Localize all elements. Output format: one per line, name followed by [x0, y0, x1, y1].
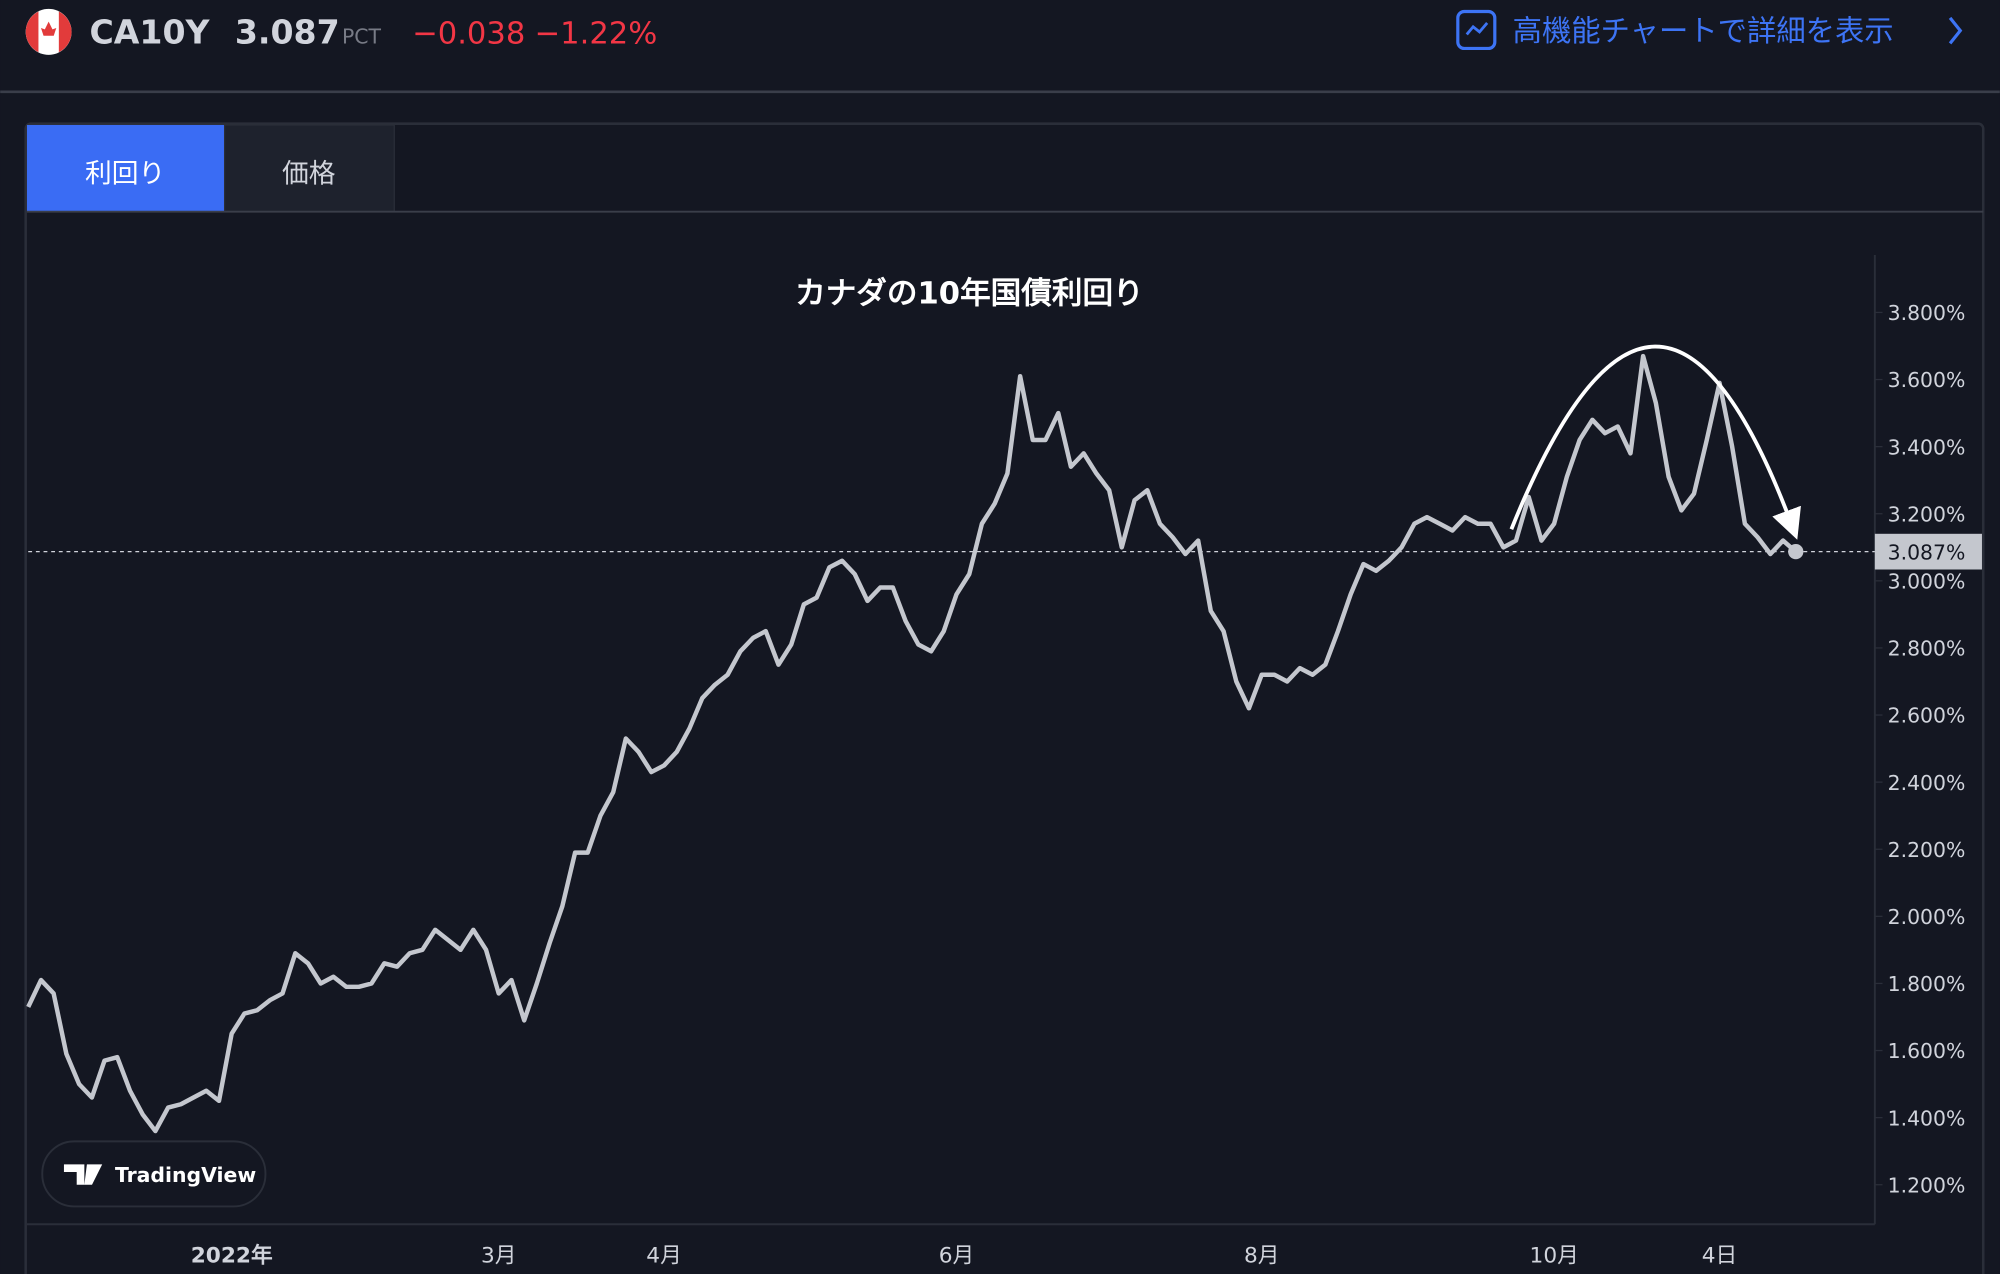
- y-tick-label: 1.600%: [1888, 1039, 1966, 1063]
- x-tick-label: 3月: [481, 1244, 516, 1269]
- x-tick-label: 10月: [1530, 1244, 1579, 1269]
- y-tick-label: 2.800%: [1888, 637, 1966, 661]
- price: 3.087: [235, 12, 340, 51]
- advanced-chart-link[interactable]: 高機能チャートで詳細を表示: [1513, 14, 1894, 48]
- y-tick-label: 3.000%: [1888, 569, 1966, 593]
- x-tick-label: 8月: [1244, 1244, 1279, 1269]
- price-label-bg: [1874, 533, 1982, 570]
- symbol: CA10Y: [89, 12, 210, 51]
- y-tick-label: 3.600%: [1888, 368, 1966, 392]
- y-tick-label: 2.000%: [1888, 905, 1966, 929]
- tab-label[interactable]: 価格: [282, 158, 336, 189]
- watermark-logo: [63, 1164, 103, 1185]
- y-tick-label: 3.800%: [1888, 301, 1966, 325]
- chart-title: カナダの10年国債利回り: [795, 276, 1144, 312]
- y-tick-label: 3.400%: [1888, 435, 1966, 459]
- x-tick-label: 4月: [646, 1244, 681, 1269]
- price-label: 3.087%: [1888, 540, 1966, 564]
- unit: PCT: [342, 24, 382, 48]
- line-series: [26, 353, 1798, 1134]
- y-tick-label: 1.400%: [1888, 1106, 1966, 1130]
- change-percent: −1.22%: [535, 16, 658, 51]
- chart-icon-line: [1465, 22, 1489, 36]
- tab-label[interactable]: 利回り: [85, 158, 165, 189]
- annotation-arrow: [1509, 344, 1801, 540]
- y-tick-label: 3.200%: [1888, 502, 1966, 526]
- watermark: TradingView: [115, 1163, 256, 1187]
- change: −0.038: [412, 16, 525, 51]
- y-tick-label: 2.400%: [1888, 771, 1966, 795]
- y-tick-label: 2.600%: [1888, 704, 1966, 728]
- tab-active[interactable]: [26, 124, 225, 212]
- chevron: [1948, 16, 1963, 45]
- y-tick-label: 1.200%: [1888, 1173, 1966, 1197]
- x-tick-label: 6月: [939, 1244, 974, 1269]
- last-point: [1788, 543, 1804, 560]
- watermark-badge: [41, 1140, 267, 1208]
- flag-bands: [25, 11, 72, 53]
- y-tick-label: 1.800%: [1888, 972, 1966, 996]
- flag-leaf: [40, 21, 57, 36]
- tab[interactable]: [223, 124, 395, 213]
- chart-icon[interactable]: [1456, 9, 1497, 51]
- y-tick-label: 2.200%: [1888, 838, 1966, 862]
- x-tick-label: 4日: [1702, 1244, 1737, 1269]
- x-tick-label: 2022年: [191, 1243, 273, 1269]
